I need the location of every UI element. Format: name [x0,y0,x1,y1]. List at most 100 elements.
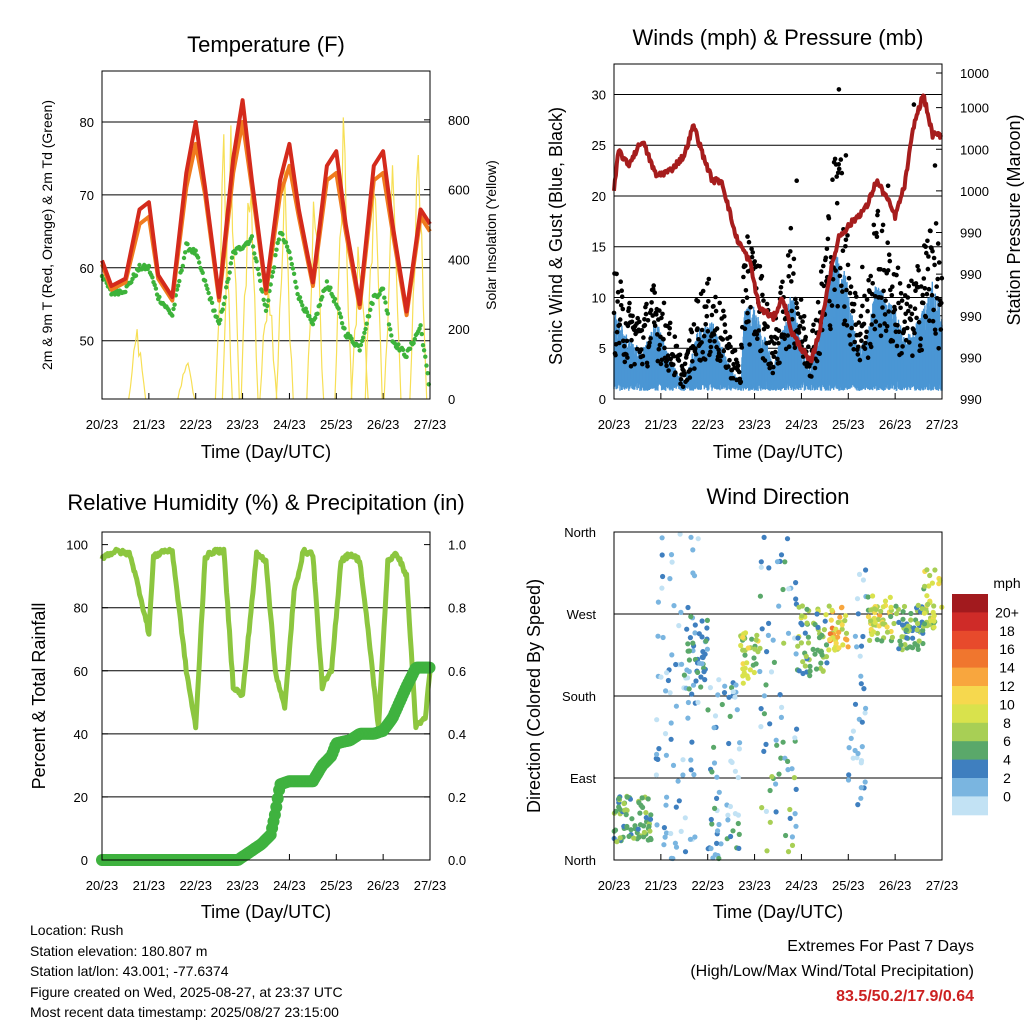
wind-direction-point [669,559,675,565]
wind-gust-point [926,254,931,259]
wind-gust-point [812,365,818,371]
solar-y-tick-label: 400 [448,252,470,267]
wind-direction-point [761,711,768,717]
wind-direction-point [712,713,719,719]
wind-direction-point [767,819,773,825]
wind-gust-point [871,313,876,319]
wind-direction-point [902,642,908,648]
wind-gust-point [905,295,911,300]
legend-label: 20+ [995,604,1019,620]
wind-gust-point [656,346,662,352]
wind-direction-point [823,642,830,648]
wind-gust-point [866,277,871,283]
wind-direction-point [764,649,770,655]
legend-swatch [952,796,988,816]
wind-gust-point [843,244,848,249]
wind-gust-point [722,322,728,327]
wind-gust-point [811,322,816,328]
wind-direction-point [678,828,684,835]
wind-direction-point [761,748,767,755]
wind-direction-point [733,682,739,688]
wind-gust-point [840,248,846,253]
dewpoint-point [266,298,271,303]
wind-gust-point [707,338,713,344]
wind-direction-point [728,758,734,764]
wind-direction-point [763,741,769,748]
wind-gust-point [825,236,831,242]
wind-gust-point [832,287,837,293]
dewpoint-point [407,346,413,351]
dewpoint-point [313,315,318,321]
wind-gust-point [640,353,646,359]
wind-direction-point [785,630,792,636]
wind-direction-point [753,637,759,643]
dewpoint-point [214,314,219,320]
wind-direction-point [766,565,772,571]
wind-gust-point [878,267,883,272]
x-tick-label: 26/23 [879,878,912,893]
wind-direction-point [716,821,722,828]
wind-direction-point [661,842,667,848]
wind-gust-point [676,358,682,363]
dewpoint-point [185,241,190,247]
dewpoint-point [222,295,228,300]
wind-direction-point [900,616,906,622]
wind-gust-point [776,328,782,334]
dewpoint-point [291,271,297,276]
x-tick-label: 24/23 [273,878,306,893]
wind-direction-point [747,667,753,673]
wind-gust-point [620,306,626,312]
wind-direction-point [920,627,926,634]
wind-gust-point [699,340,704,345]
wind-direction-point [708,816,714,823]
wind-direction-point [708,845,714,852]
wind-direction-point [787,806,793,813]
humidity-y-tick-label: 80 [74,601,88,616]
wind-direction-point [766,620,772,627]
wind-direction-point [778,714,785,721]
wind-direction-point [818,665,824,671]
wind-gust-point [848,342,853,347]
wind-direction-point [789,842,796,849]
winds-y-tick-label: 15 [592,240,606,255]
x-tick-label: 20/23 [598,878,631,893]
dewpoint-point [328,285,333,290]
wind-gust-point [836,162,841,167]
wind-direction-point [878,608,884,614]
wind-direction-point [768,669,775,675]
wind-direction-point [742,652,748,658]
wind-gust-point [815,299,821,305]
wind-gust-point [792,345,798,351]
wind-gust-point [924,291,930,297]
wind-gust-point [774,336,780,341]
x-tick-label: 26/23 [367,417,400,432]
wind-direction-point [763,682,769,688]
dewpoint-point [233,251,238,256]
x-tick-label: 27/23 [926,878,959,893]
wind-gust-peak-point [843,153,849,158]
dewpoint-point [273,253,278,258]
wind-direction-point [686,668,692,675]
x-tick-label: 20/23 [86,878,119,893]
pressure-y-tick-label: 1000 [960,101,989,116]
wind-gust-point [834,200,840,206]
wind-gust-point [835,170,841,175]
wind-gust-point [860,303,865,309]
solar-insolation-line [221,125,240,400]
wind-gust-point [861,321,867,327]
x-tick-label: 22/23 [691,878,724,893]
wind-gust-point [931,255,937,261]
dewpoint-point [252,251,257,256]
wind-gust-point [846,275,852,281]
wind-direction-point [793,823,799,829]
wind-direction-point [855,611,861,617]
winds-panel: Winds (mph) & Pressure (mb) 20/23 21/23 22… [546,25,1024,462]
wind-gust-point [925,238,930,244]
wind-direction-point [704,617,711,624]
wind-direction-point [727,803,734,810]
dewpoint-point [171,306,176,312]
wind-direction-panel: Wind Direction 20/23 21/23 22/23 23/23 24/23… [524,484,1021,922]
wind-direction-point [735,774,741,781]
wind-gust-point [880,222,886,228]
wind-gust-point [838,265,843,271]
